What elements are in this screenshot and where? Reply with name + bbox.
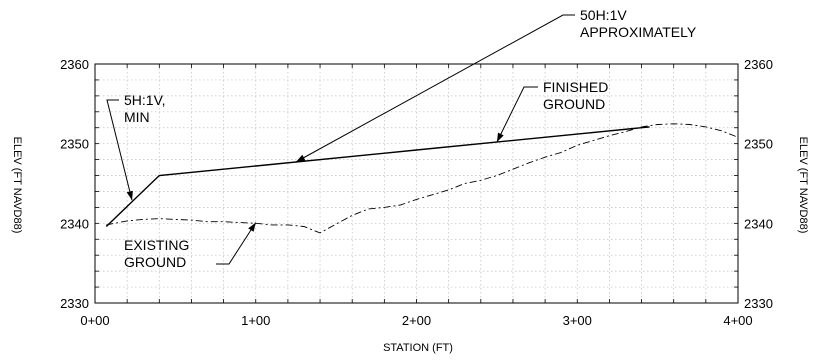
x-axis-title: STATION (FT) bbox=[383, 342, 453, 354]
series-layer bbox=[105, 123, 739, 234]
plot-frame bbox=[94, 63, 739, 304]
annotations: 50H:1VAPPROXIMATELY5H:1V,MINFINISHEDGROU… bbox=[106, 7, 697, 270]
annotation-text: GROUND bbox=[543, 96, 605, 112]
annotation-text: 50H:1V bbox=[580, 7, 627, 23]
plot-border bbox=[94, 63, 739, 304]
y-tick-label-right: 2350 bbox=[744, 137, 773, 152]
axis-ticks bbox=[95, 64, 738, 303]
annotation-arrowhead bbox=[295, 154, 306, 162]
x-tick-label: 4+00 bbox=[723, 313, 752, 328]
x-tick-label: 1+00 bbox=[241, 313, 270, 328]
y-axis-title-right: ELEV (FT NAVD88) bbox=[797, 137, 809, 234]
finished-ground-line bbox=[105, 126, 650, 228]
annotation-leader bbox=[106, 99, 133, 201]
y-tick-label-left: 2340 bbox=[60, 216, 89, 231]
y-tick-label-left: 2360 bbox=[60, 57, 89, 72]
y-tick-label-right: 2330 bbox=[744, 296, 773, 311]
annotation-text: 5H:1V, bbox=[124, 92, 166, 108]
annotation-arrowhead bbox=[496, 132, 504, 143]
annotation-leader bbox=[496, 86, 538, 143]
annotation-leader bbox=[295, 14, 575, 163]
x-tick-label: 0+00 bbox=[80, 313, 109, 328]
x-tick-label: 3+00 bbox=[563, 313, 592, 328]
y-tick-label-left: 2330 bbox=[60, 296, 89, 311]
y-tick-label-right: 2340 bbox=[744, 216, 773, 231]
annotation-leader bbox=[216, 222, 257, 265]
y-tick-label-right: 2360 bbox=[744, 57, 773, 72]
annotation-text: MIN bbox=[124, 109, 150, 125]
annotation-arrowhead bbox=[248, 222, 256, 232]
y-axis-title-left: ELEV (FT NAVD88) bbox=[11, 137, 23, 234]
x-tick-label: 2+00 bbox=[402, 313, 431, 328]
annotation-text: APPROXIMATELY bbox=[580, 24, 697, 40]
annotation-text: FINISHED bbox=[543, 79, 608, 95]
grid bbox=[95, 64, 738, 303]
existing-ground-line bbox=[106, 123, 739, 234]
y-tick-label-left: 2350 bbox=[60, 137, 89, 152]
annotation-text: EXISTING bbox=[124, 237, 189, 253]
annotation-text: GROUND bbox=[124, 254, 186, 270]
tick-labels: 0+00 1+00 2+00 3+00 4+00 2330 2330 2340 2340 2350… bbox=[60, 57, 773, 328]
annotation-arrowhead bbox=[126, 190, 133, 201]
